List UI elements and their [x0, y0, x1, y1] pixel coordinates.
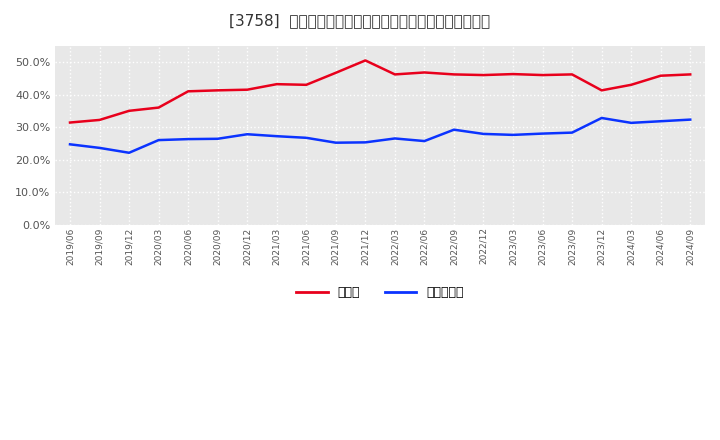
Text: [3758]  現預金、有利子負債の総資産に対する比率の推移: [3758] 現預金、有利子負債の総資産に対する比率の推移 — [230, 13, 490, 28]
Legend: 現預金, 有利子負債: 現預金, 有利子負債 — [292, 281, 469, 304]
